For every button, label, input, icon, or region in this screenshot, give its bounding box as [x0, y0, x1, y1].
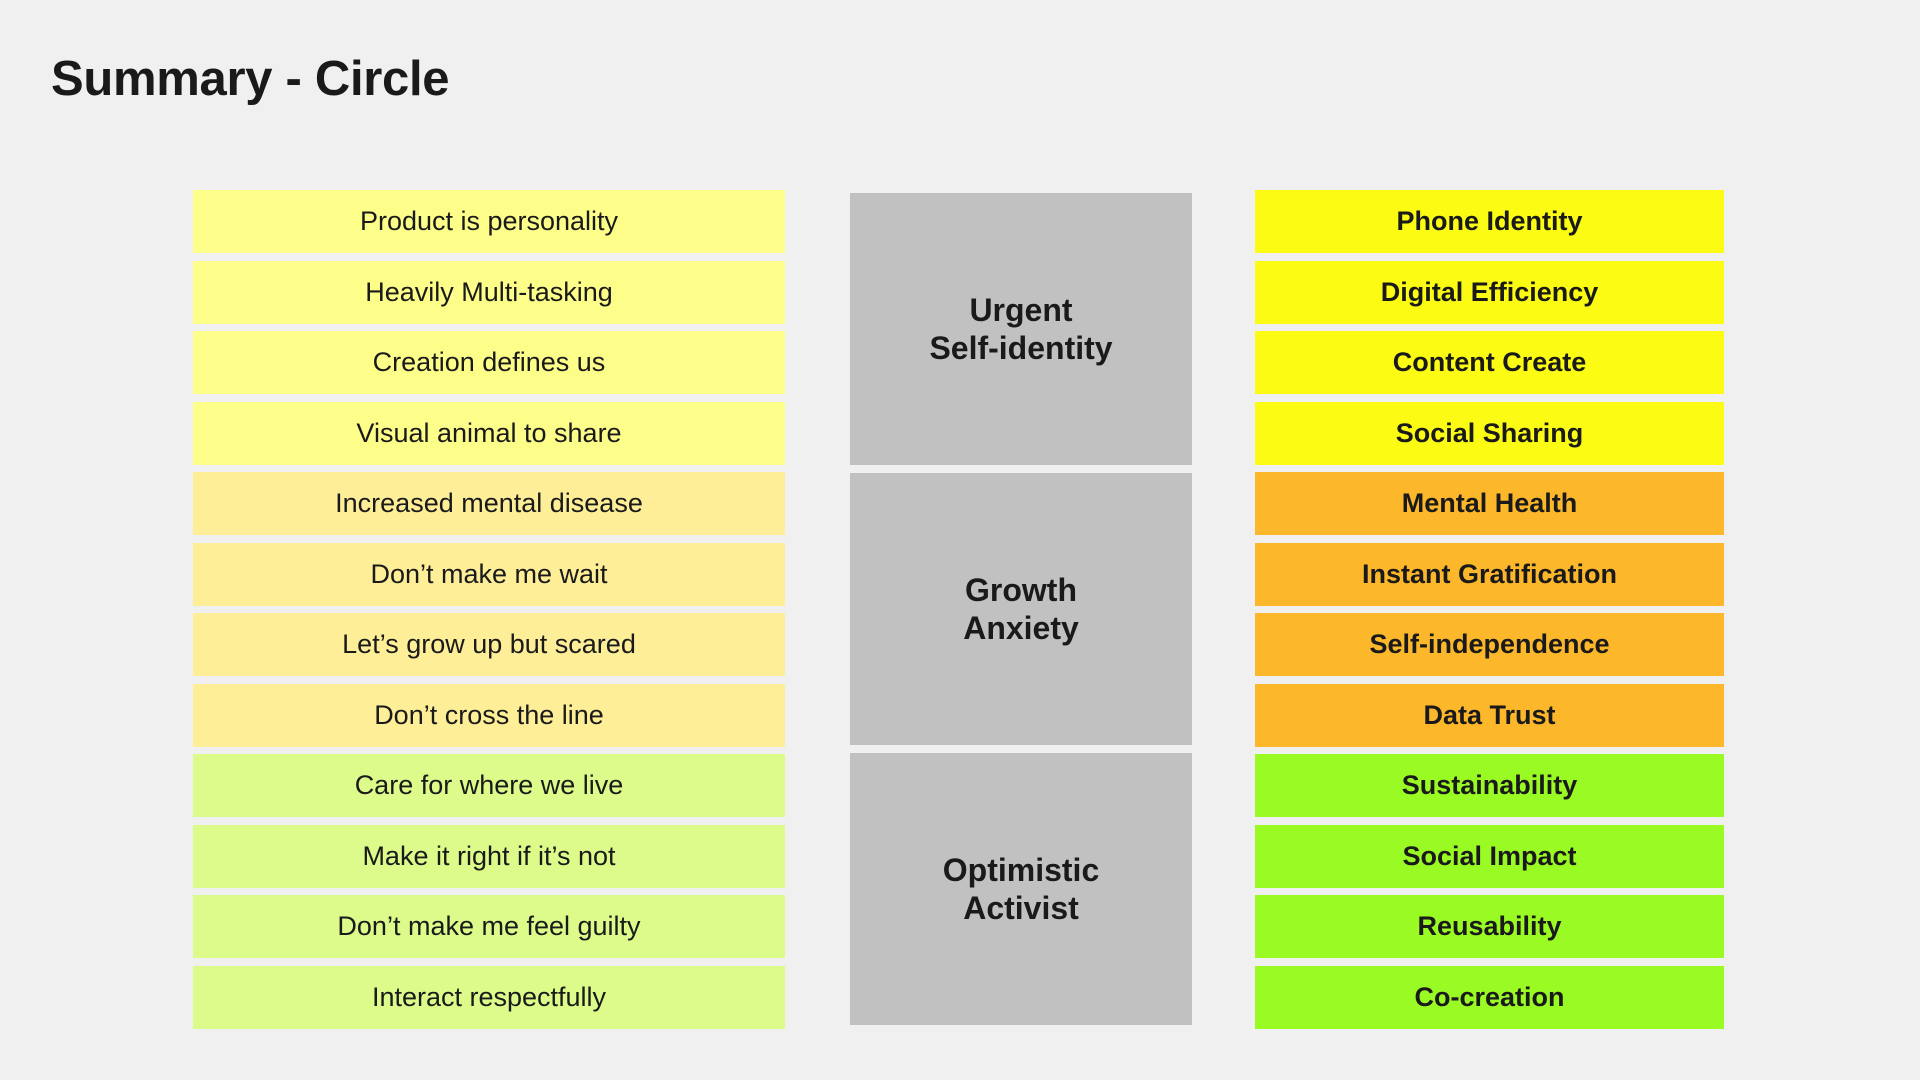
themes-column: Phone Identity Digital Efficiency Conten… — [1255, 190, 1724, 1029]
insight-item: Make it right if it’s not — [193, 824, 785, 888]
insight-item: Visual animal to share — [193, 401, 785, 465]
insight-item: Increased mental disease — [193, 472, 785, 535]
insight-item: Don’t cross the line — [193, 683, 785, 747]
insights-column: Product is personality Heavily Multi-tas… — [193, 190, 785, 1029]
theme-item: Mental Health — [1255, 472, 1724, 535]
theme-item: Data Trust — [1255, 683, 1724, 747]
insight-item: Don’t make me wait — [193, 542, 785, 606]
theme-item: Co-creation — [1255, 965, 1724, 1029]
theme-item: Phone Identity — [1255, 190, 1724, 253]
theme-item: Instant Gratification — [1255, 542, 1724, 606]
insight-item: Interact respectfully — [193, 965, 785, 1029]
theme-item: Content Create — [1255, 331, 1724, 394]
page-title: Summary - Circle — [51, 52, 450, 106]
theme-item: Social Sharing — [1255, 401, 1724, 465]
insight-item: Heavily Multi-tasking — [193, 260, 785, 324]
theme-item: Digital Efficiency — [1255, 260, 1724, 324]
insight-item: Let’s grow up but scared — [193, 613, 785, 676]
group-block-urgent-self-identity: Urgent Self-identity — [850, 193, 1192, 465]
insight-item: Don’t make me feel guilty — [193, 895, 785, 958]
group-block-growth-anxiety: Growth Anxiety — [850, 473, 1192, 745]
insight-item: Care for where we live — [193, 754, 785, 817]
theme-item: Self-independence — [1255, 613, 1724, 676]
insight-item: Creation defines us — [193, 331, 785, 394]
groups-column: Urgent Self-identity Growth Anxiety Opti… — [850, 193, 1192, 1025]
theme-item: Sustainability — [1255, 754, 1724, 817]
theme-item: Reusability — [1255, 895, 1724, 958]
group-block-optimistic-activist: Optimistic Activist — [850, 753, 1192, 1025]
theme-item: Social Impact — [1255, 824, 1724, 888]
insight-item: Product is personality — [193, 190, 785, 253]
